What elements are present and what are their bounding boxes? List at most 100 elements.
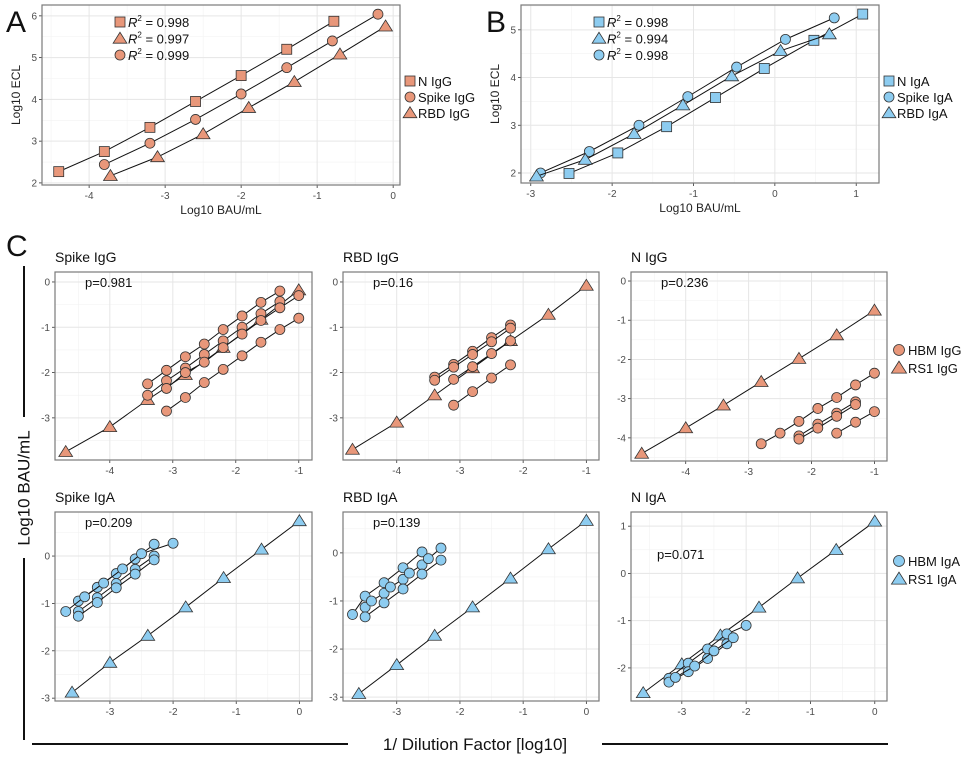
data-point-circle [850,399,861,410]
data-point-circle [144,137,156,149]
plot-border [342,271,600,461]
data-point-circle [505,335,516,347]
data-point-triangle [502,571,519,584]
r2-symbol: R [128,48,137,63]
x-tick-label: 0 [772,189,778,200]
y-tick-label: -1 [41,323,50,334]
y-axis-title: Log10 ECL [9,65,23,125]
data-point-square [281,43,293,55]
series-3 [359,554,447,623]
p-value-annotation: p=0.139 [373,515,420,530]
data-point-triangle [286,74,302,87]
x-tick-label: -1 [806,707,815,718]
data-point-triangle [578,513,594,526]
data-point-circle [486,348,497,359]
legend-triangle-icon [890,360,908,374]
data-point-triangle [789,571,806,584]
data-point-triangle [149,150,166,163]
x-tick-label: -3 [455,466,464,477]
data-point-triangle [635,685,651,699]
y-tick-label: 2 [510,168,516,179]
data-point-circle [448,373,460,385]
y-tick-label: 4 [510,73,516,84]
y-tick-label: -2 [617,663,626,674]
x-tick-label: 0 [390,191,396,202]
data-point-circle [179,392,191,403]
y-tick-label: 0 [332,277,338,288]
data-point-triangle [140,628,156,641]
plot-panel-7: -3 -2 -1 0 -2 -1 0 1 N IgA p=0.071 HBM IgA RS1 IgA [617,489,960,718]
data-point-circle [435,542,447,554]
legend-label: RS1 IgG [908,361,958,376]
x-tick-label: -1 [232,707,241,718]
plot-panel-6: -3 -2 -1 0 -3 -2 -1 0 RBD IgA p=0.139 [329,489,600,718]
data-point-circle [60,606,72,617]
r2-exponent: 2 [616,47,621,56]
legend-square-icon [883,75,895,87]
data-point-circle [385,581,396,593]
y-tick-label: -2 [617,355,626,366]
plot-background [521,5,879,183]
data-point-circle [274,302,286,314]
series-0 [64,513,307,698]
data-point-circle [293,312,305,324]
series-n-igg [53,15,340,178]
y-tick-label: 2 [31,178,37,189]
data-point-triangle [540,542,557,555]
data-point-triangle [634,446,650,459]
data-point-circle [110,582,122,594]
r2-annotation: R2 = 0.997 [128,31,189,47]
data-point-circle [708,645,720,657]
r2-equals: = [142,48,157,63]
r2-legend-square-icon [593,16,605,28]
y-tick-label: 0 [44,277,50,288]
data-point-circle [467,361,478,373]
data-point-circle [467,349,478,360]
legend-label: N IgG [418,74,452,89]
data-point-triangle [195,127,211,140]
y-tick-label: -3 [617,394,626,405]
r2-legend-circle-icon [114,49,126,61]
x-tick-label: -2 [519,466,528,477]
data-point-circle [198,356,210,368]
x-tick-label: -3 [105,707,114,718]
x-tick-label: -4 [85,191,94,202]
data-point-triangle [821,27,837,40]
y-tick-label: -1 [329,596,338,607]
legend-label: HBM IgA [908,554,960,569]
r2-legend-circle-icon [593,49,605,61]
y-tick-label: -2 [41,646,50,657]
data-point-circle [793,415,805,427]
panel-letter-b: B [486,6,506,39]
plot-panel-5: -3 -2 -1 0 -3 -2 -1 0 Spike IgA p=0.209 [41,489,313,718]
data-point-triangle [866,303,883,316]
data-point-circle [161,405,172,417]
data-point-circle [190,114,201,125]
r2-exponent: 2 [137,14,142,23]
data-point-circle [98,577,110,589]
r2-equals: = [621,15,636,30]
r2-symbol: R [128,32,137,47]
data-point-circle [448,399,460,411]
legend-circle-icon [893,555,905,567]
data-point-triangle [58,444,74,457]
data-point-circle [281,62,293,74]
data-point-circle [583,146,595,157]
r2-annotation: R2 = 0.999 [128,47,189,63]
data-point-circle [416,546,428,558]
data-point-square [144,121,156,133]
panel-title: N IgA [631,489,667,505]
data-point-circle [235,88,247,100]
y-tick-label: -2 [329,368,338,379]
x-tick-label: -1 [294,466,303,477]
y-tick-label: 4 [31,95,37,106]
data-point-triangle [351,686,367,699]
r2-value: 0.999 [157,48,190,63]
legend-label: HBM IgG [908,343,961,358]
plot-panel-0: -4 -3 -2 -1 0 2 3 4 5 6 Log10 BAU/mL Log10 ECL R2 = … [9,4,475,217]
y-axis-title: Log10 ECL [488,64,502,124]
series-4 [72,554,160,622]
data-point-triangle [678,421,694,434]
legend-triangle-icon [890,571,908,585]
y-tick-label: -3 [329,413,338,424]
